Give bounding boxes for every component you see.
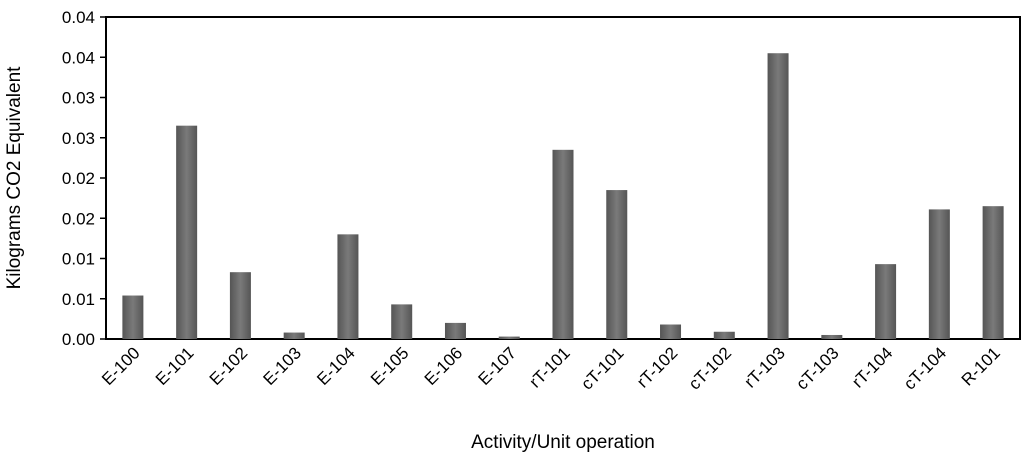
x-tick-label: rT-101 xyxy=(526,343,574,391)
bar-rt-104 xyxy=(875,264,897,339)
x-tick-label: E-103 xyxy=(259,343,305,389)
bar-ct-102 xyxy=(713,331,735,339)
bar-rt-103 xyxy=(767,53,789,339)
x-tick-label: rT-102 xyxy=(633,343,681,391)
bar-e-102 xyxy=(229,272,251,339)
y-tick-label: 0.04 xyxy=(62,8,95,27)
x-axis: E-100 E-101 E-102 E-103 E-104 E-105 E-106 E-107… xyxy=(98,343,1004,393)
bar-ct-103 xyxy=(821,334,843,339)
bar-e-104 xyxy=(337,234,359,339)
x-tick-label: E-107 xyxy=(475,343,521,389)
x-tick-label: E-102 xyxy=(206,343,252,389)
x-tick-label: E-101 xyxy=(152,343,198,389)
x-tick-label: cT-103 xyxy=(792,343,842,393)
y-tick-label: 0.02 xyxy=(62,209,95,228)
bar-ct-101 xyxy=(606,190,628,339)
y-tick-label: 0.03 xyxy=(62,89,95,108)
bar-e-106 xyxy=(444,322,466,339)
y-tick-label: 0.02 xyxy=(62,169,95,188)
x-tick-label: rT-103 xyxy=(741,343,789,391)
bar-e-100 xyxy=(122,295,144,339)
x-axis-title: Activity/Unit operation xyxy=(471,432,655,453)
x-tick-label: cT-101 xyxy=(577,343,627,393)
y-tick-label: 0.03 xyxy=(62,129,95,148)
x-tick-label: rT-104 xyxy=(848,343,896,391)
y-tick-label: 0.01 xyxy=(62,250,95,269)
bar-e-105 xyxy=(391,304,413,339)
bar-r-101 xyxy=(982,206,1004,339)
bar-rt-102 xyxy=(660,324,682,339)
x-tick-label: E-100 xyxy=(98,343,144,389)
y-tick-label: 0.01 xyxy=(62,290,95,309)
x-tick-label: E-105 xyxy=(367,343,413,389)
x-tick-label: E-104 xyxy=(313,343,359,389)
bar-ct-104 xyxy=(928,209,950,339)
y-tick-label: 0.00 xyxy=(62,330,95,349)
bar-e-107 xyxy=(498,336,520,339)
bar-rt-101 xyxy=(552,149,574,339)
y-tick-label: 0.04 xyxy=(62,48,95,67)
x-tick-label: cT-102 xyxy=(685,343,735,393)
bar-e-103 xyxy=(283,332,305,339)
x-tick-label: R-101 xyxy=(958,343,1004,389)
y-axis: 0.00 0.01 0.01 0.02 0.02 0.03 0.03 0.04 0.04 xyxy=(62,8,106,349)
x-tick-label: cT-104 xyxy=(900,343,950,393)
x-tick-label: E-106 xyxy=(421,343,467,389)
bar-e-101 xyxy=(176,125,198,339)
y-axis-title: Kilograms CO2 Equivalent xyxy=(4,66,25,290)
bars xyxy=(122,53,1004,339)
